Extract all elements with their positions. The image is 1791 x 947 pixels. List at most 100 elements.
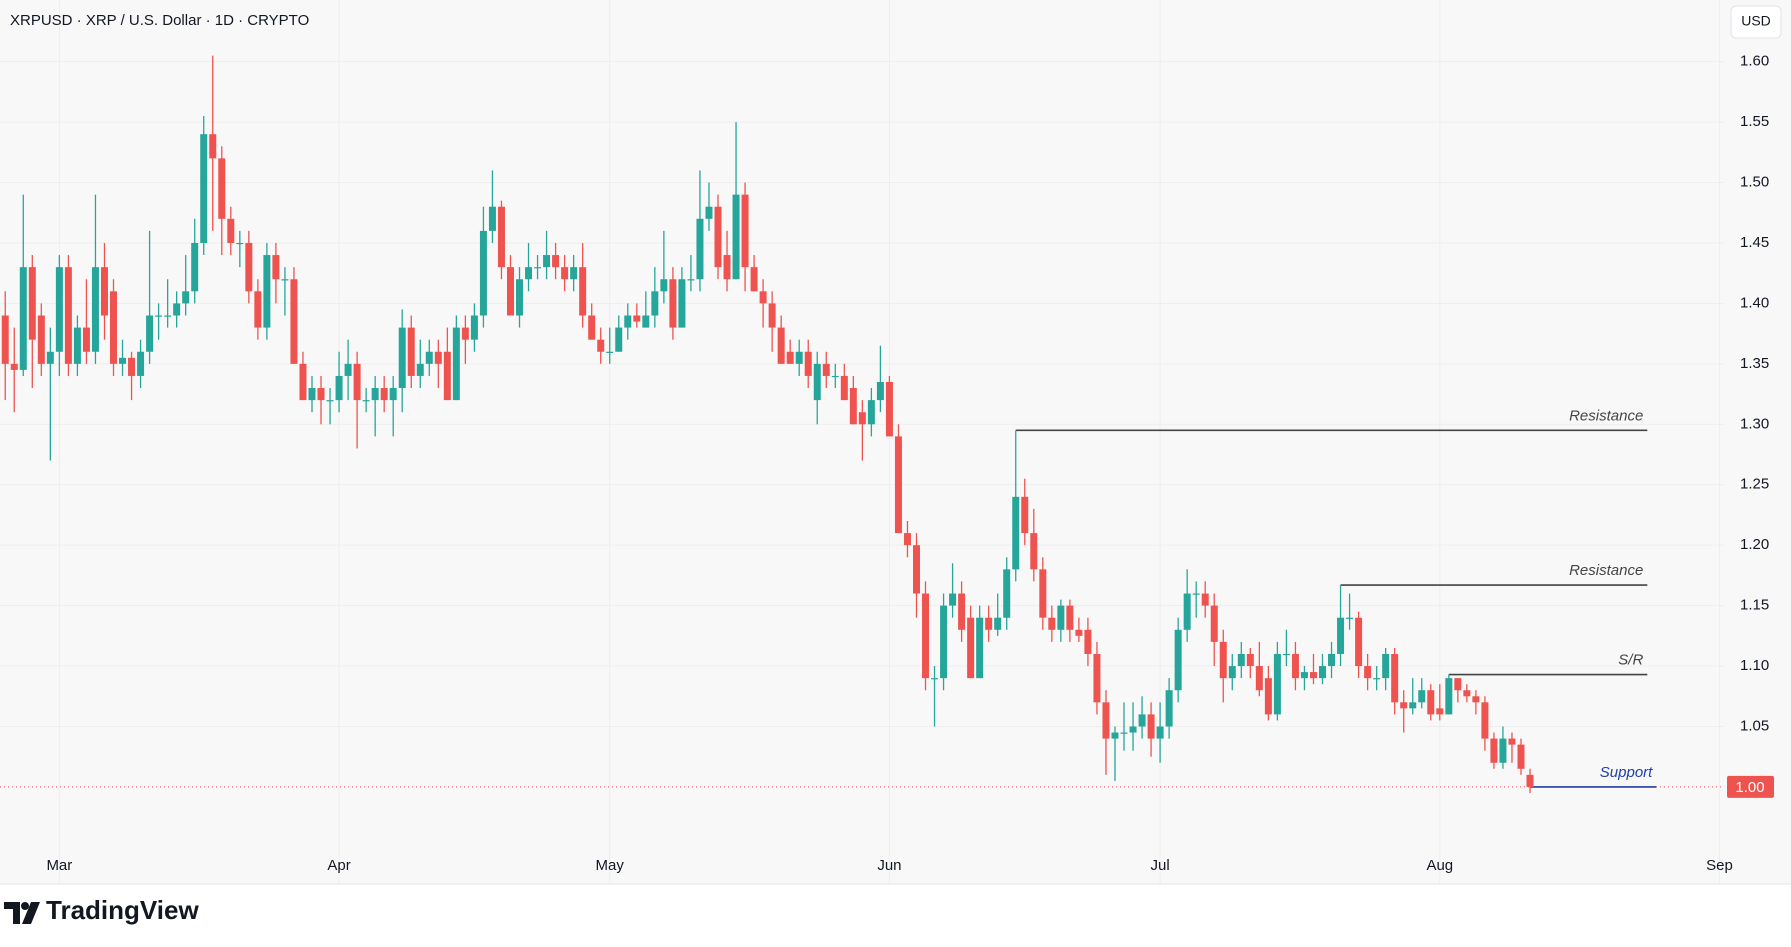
candle-body [272,255,280,280]
candle-body [1291,653,1299,679]
candle-body [985,617,993,630]
candle-body [1463,690,1471,697]
y-tick-label: 1.10 [1740,657,1769,674]
candle-body [1418,690,1426,703]
candle-body [164,315,172,317]
x-tick-label: Aug [1426,857,1453,874]
candle-body [461,327,469,340]
candle-body [1066,605,1074,630]
candle-body [750,267,758,292]
candle-body [1346,617,1354,619]
candle-body [885,381,893,437]
candle-body [227,218,235,243]
candle-body [1499,738,1507,763]
candle-body [949,593,957,606]
candle-body [931,678,939,680]
brand-name: TradingView [46,895,199,925]
candle-body [922,593,930,679]
candle-body [903,533,911,546]
brand-logo: TradingView [4,895,199,925]
candle-body [867,400,875,425]
candle-body [1264,678,1272,715]
candle-body [822,363,830,376]
x-tick-label: Jun [877,857,901,874]
candle-body [543,255,551,268]
candle-body [660,279,668,292]
candle-body [1391,653,1399,703]
candles [1,55,1534,793]
candle-body [967,617,975,679]
candle-body [1282,653,1290,656]
candle-body [1156,726,1164,739]
candle-body [958,593,966,630]
candle-body [1120,732,1128,734]
candle-body [1048,617,1056,630]
x-tick-label: Jul [1151,857,1170,874]
candle-body [398,327,406,389]
candle-body [1,315,9,364]
candle-body [1228,666,1236,679]
candle-body [353,363,361,401]
candle-body [1129,726,1137,733]
candle-body [1003,569,1011,618]
candle-body [777,327,785,364]
candle-body [804,351,812,376]
y-tick-label: 1.15 [1740,597,1769,614]
candle-body [389,388,397,401]
candle-body [1427,690,1435,715]
candle-body [994,617,1002,630]
candle-body [840,375,848,401]
level-label: Resistance [1569,562,1643,579]
candle-body [299,363,307,401]
candle-body [1490,738,1498,763]
candle-body [82,327,90,352]
candle-body [416,363,424,376]
candle-body [849,388,857,425]
candle-body [100,267,108,316]
candle-body [1012,496,1020,570]
candle-body [1517,744,1525,769]
candle-body [516,279,524,316]
candle-body [561,267,569,280]
candle-body [1237,653,1245,667]
candle-body [1454,678,1462,691]
candle-body [73,327,81,364]
y-tick-label: 1.30 [1740,415,1769,432]
candle-body [642,315,650,328]
candle-body [1210,605,1218,642]
candle-body [362,400,370,402]
candle-body [813,363,821,401]
candle-body [146,315,154,352]
candle-body [606,351,614,353]
candle-body [28,267,36,340]
candle-body [768,303,776,328]
candle-body [1174,629,1182,691]
candle-body [128,357,136,376]
candle-body [254,291,262,328]
candle-body [1219,641,1227,679]
x-tick-label: Apr [327,857,350,874]
candle-body [1526,774,1534,787]
candle-body [37,315,45,364]
candle-body [236,242,244,245]
candle-body [479,230,487,316]
candle-body [732,194,740,280]
y-tick-label: 1.50 [1740,173,1769,190]
candle-body [831,375,839,378]
candle-body [182,291,190,304]
candle-body [317,388,325,401]
candle-body [1192,593,1200,595]
candle-body [91,267,99,352]
x-tick-label: May [596,857,625,874]
candle-body [534,267,542,269]
symbol-title: XRPUSD · XRP / U.S. Dollar · 1D · CRYPTO [10,12,309,29]
candle-body [488,206,496,231]
candle-body [407,327,415,376]
candle-body [1273,653,1281,715]
currency-button[interactable] [1730,5,1782,39]
candle-body [669,279,677,328]
candle-body [705,206,713,219]
y-tick-label: 1.55 [1740,113,1769,130]
candle-body [10,363,18,370]
currency-label[interactable]: USD [1741,13,1771,29]
